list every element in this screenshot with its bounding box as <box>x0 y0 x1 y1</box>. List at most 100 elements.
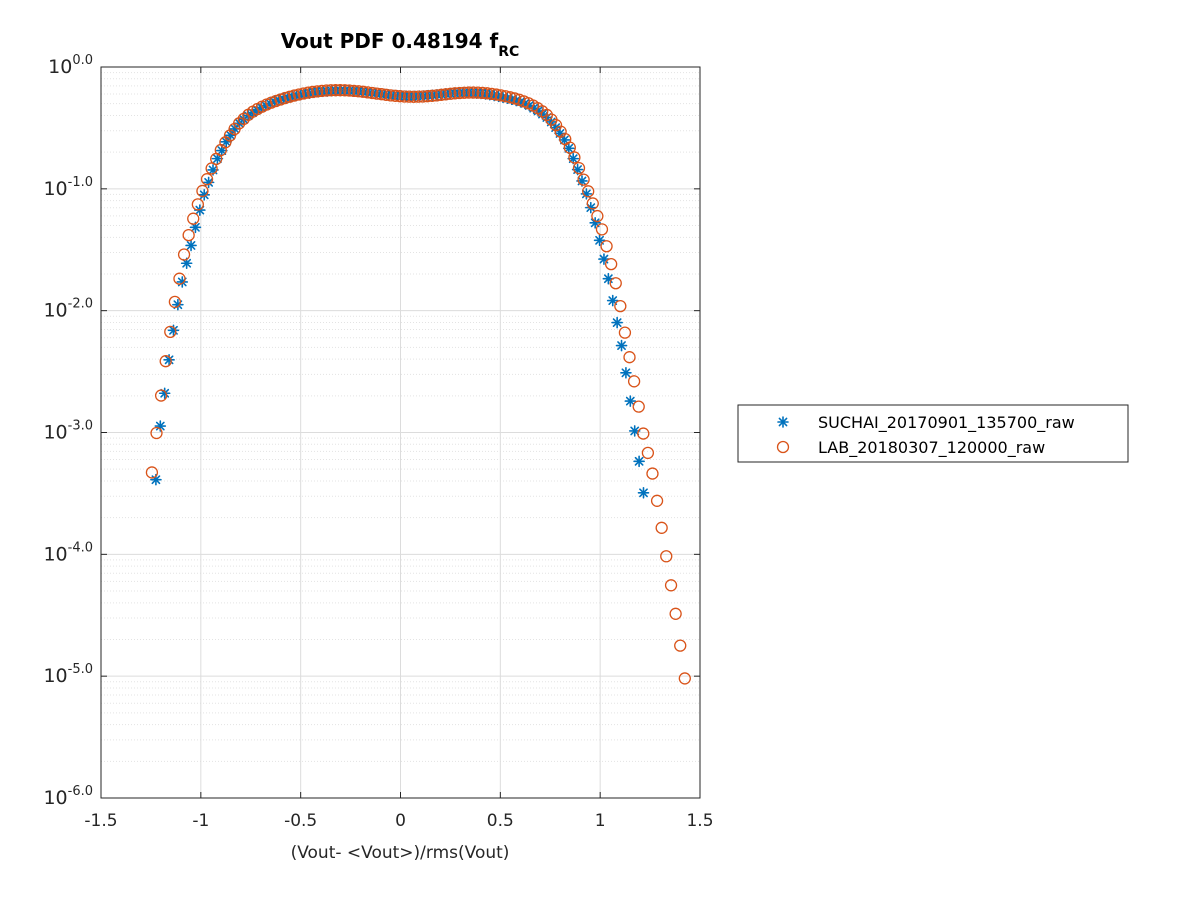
data-point <box>154 389 168 402</box>
data-point <box>609 277 622 290</box>
data-point <box>623 351 636 364</box>
data-point <box>233 117 246 130</box>
data-point <box>577 173 590 186</box>
data-point <box>220 136 232 148</box>
asterisk-stroke <box>617 341 626 350</box>
data-point <box>660 550 673 563</box>
asterisk-stroke <box>208 165 218 175</box>
data-marks <box>145 84 691 685</box>
y-tick-label: 10-6.0 <box>43 784 93 809</box>
asterisk-stroke <box>595 235 604 245</box>
legend-label-series-1: SUCHAI_20170901_135700_raw <box>818 413 1075 433</box>
data-point <box>182 228 195 242</box>
data-point <box>334 84 347 97</box>
data-point <box>633 455 645 468</box>
data-point <box>641 446 655 460</box>
data-point <box>311 85 324 98</box>
legend-marker-series-2 <box>776 440 790 454</box>
data-point <box>568 151 581 164</box>
data-point <box>481 87 494 100</box>
data-point <box>604 257 618 271</box>
data-point <box>444 87 457 100</box>
data-point <box>471 86 485 99</box>
x-tick-label: 0 <box>395 811 406 831</box>
data-point <box>425 89 439 102</box>
asterisk-stroke <box>182 258 192 268</box>
data-point <box>458 86 471 99</box>
data-point <box>384 89 397 102</box>
data-point <box>467 86 480 99</box>
x-tick-label: 1.5 <box>686 811 713 831</box>
data-point <box>366 86 379 100</box>
data-point <box>292 88 306 101</box>
data-point <box>582 185 595 198</box>
data-point <box>393 90 407 103</box>
data-point <box>412 90 425 103</box>
asterisk-stroke <box>778 417 788 427</box>
asterisk-stroke <box>164 355 174 365</box>
data-point <box>198 189 211 201</box>
data-point <box>237 112 250 126</box>
asterisk-stroke <box>625 396 635 406</box>
asterisk-stroke <box>639 488 648 498</box>
data-point <box>145 466 159 479</box>
data-point <box>549 119 563 132</box>
data-point <box>159 355 172 368</box>
data-point <box>598 253 610 265</box>
data-point <box>591 209 604 223</box>
y-tick-label: 10-3.0 <box>43 419 93 444</box>
asterisk-stroke <box>603 274 613 284</box>
data-point <box>164 325 177 339</box>
data-point <box>435 88 448 101</box>
asterisk-stroke <box>634 456 644 466</box>
data-point <box>674 639 687 652</box>
data-point <box>370 87 384 100</box>
asterisk-stroke <box>155 421 165 431</box>
data-point <box>379 88 393 101</box>
y-tick-label: 10-4.0 <box>43 540 93 565</box>
data-point <box>211 152 224 165</box>
data-point <box>499 90 512 103</box>
data-point <box>361 86 374 99</box>
data-point <box>389 89 402 102</box>
data-point <box>185 239 197 252</box>
asterisk-stroke <box>169 325 178 335</box>
axis-ticks: -1.5 -1 -0.5 0 0.5 1 1.5 10-6.0 10-5.0 10-4.0 10-3… <box>43 53 713 831</box>
data-point <box>301 86 315 99</box>
data-point <box>324 84 338 97</box>
data-point <box>572 161 586 175</box>
y-tick-label: 10-1.0 <box>43 175 93 200</box>
data-point <box>540 108 554 122</box>
asterisk-stroke <box>564 143 574 153</box>
data-point <box>196 184 209 198</box>
x-tick-label: -1.5 <box>84 811 117 831</box>
asterisk-stroke <box>520 98 530 108</box>
x-tick-label: -1 <box>192 811 209 831</box>
chart-title: Vout PDF 0.48194 fRC <box>281 29 520 60</box>
asterisk-stroke <box>213 154 222 164</box>
data-point <box>306 85 319 99</box>
asterisk-stroke <box>191 222 200 232</box>
data-point <box>453 86 466 100</box>
data-point <box>297 87 310 100</box>
data-point <box>586 197 599 210</box>
data-point <box>627 375 641 388</box>
data-point <box>329 84 342 97</box>
data-point <box>421 90 434 103</box>
data-point <box>223 129 237 142</box>
data-point <box>219 136 232 149</box>
asterisk-stroke <box>151 475 161 485</box>
data-point <box>637 427 650 440</box>
data-point <box>215 144 228 157</box>
y-tick-label: 100.0 <box>48 53 93 78</box>
data-point <box>664 579 678 592</box>
data-point <box>177 248 191 261</box>
series-2 <box>145 84 691 685</box>
data-point <box>283 90 296 103</box>
data-point <box>462 86 475 99</box>
asterisk-stroke <box>590 218 600 228</box>
legend-marker-series-1 <box>777 416 789 428</box>
asterisk-stroke <box>199 190 209 200</box>
data-point <box>338 84 351 97</box>
